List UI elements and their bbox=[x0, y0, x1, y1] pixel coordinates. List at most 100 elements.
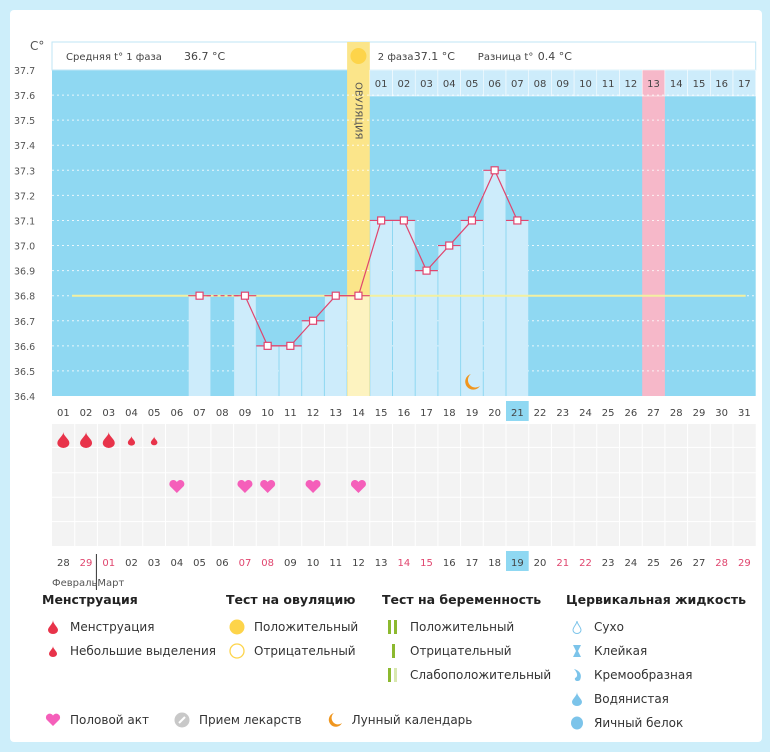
phase2-day-label: 02 bbox=[397, 79, 410, 90]
faint-bar-icon bbox=[382, 667, 404, 683]
y-tick-label: 37.6 bbox=[14, 91, 35, 102]
y-tick-label: 36.6 bbox=[14, 342, 35, 353]
phase2-label: 2 фаза bbox=[378, 52, 414, 63]
expected-period-column bbox=[642, 70, 665, 396]
cycle-day-label: 23 bbox=[556, 408, 569, 419]
temperature-segment bbox=[494, 170, 518, 221]
egg-white-icon bbox=[566, 716, 588, 730]
cycle-day-label: 07 bbox=[193, 408, 206, 419]
legend-label: Менструация bbox=[70, 620, 155, 634]
calendar-date-label: 05 bbox=[193, 558, 206, 569]
temperature-point bbox=[286, 341, 295, 350]
cycle-day-label: 10 bbox=[261, 408, 274, 419]
y-tick-label: 37.0 bbox=[14, 242, 35, 253]
cycle-day-label: 27 bbox=[647, 408, 660, 419]
stats-header bbox=[51, 41, 757, 71]
legend-label: Положительный bbox=[410, 620, 515, 634]
phase2-day-label: 10 bbox=[579, 79, 592, 90]
calendar-date-label: 27 bbox=[693, 558, 706, 569]
cycle-day-label: 25 bbox=[602, 408, 615, 419]
heart-icon bbox=[260, 479, 276, 493]
phase2-day-label: 16 bbox=[715, 79, 728, 90]
phase2-day-label: 09 bbox=[556, 79, 569, 90]
calendar-date-label: 18 bbox=[488, 558, 501, 569]
chart-card: C° Средняя t° 1 фаза 36.7 °C 2 фаза 37.1 °C Р… bbox=[10, 10, 762, 742]
calendar-date-label: 24 bbox=[624, 558, 637, 569]
calendar-date-label: 11 bbox=[329, 558, 342, 569]
heart-icon bbox=[350, 479, 366, 493]
cycle-day-label: 08 bbox=[216, 408, 229, 419]
ovulation-label: ОВУЛЯЦИЯ bbox=[352, 82, 363, 140]
legend-label: Слабоположительный bbox=[410, 668, 552, 682]
temperature-segment bbox=[426, 245, 450, 272]
calendar-date-label: 19 bbox=[511, 558, 524, 569]
temperature-bar bbox=[461, 220, 483, 396]
temperature-bar bbox=[370, 220, 392, 396]
y-tick-label: 36.8 bbox=[14, 292, 35, 303]
small-drop-icon bbox=[42, 645, 64, 657]
calendar-date-label: 13 bbox=[375, 558, 388, 569]
calendar-date-label: 15 bbox=[420, 558, 433, 569]
phase2-day-label: 05 bbox=[466, 79, 479, 90]
legend-title: Цервикальная жидкость bbox=[566, 592, 747, 607]
month-label: Февраль bbox=[52, 578, 98, 589]
y-tick-label: 36.4 bbox=[14, 392, 35, 403]
cycle-day-label: 04 bbox=[125, 408, 138, 419]
heart-icon bbox=[169, 479, 185, 493]
legend-label: Водянистая bbox=[594, 692, 669, 706]
phase2-day-label: 06 bbox=[488, 79, 501, 90]
calendar-date-label: 21 bbox=[556, 558, 569, 569]
legend-label: Отрицательный bbox=[254, 644, 356, 658]
cycle-day-label: 02 bbox=[80, 408, 93, 419]
calendar-date-label: 04 bbox=[170, 558, 183, 569]
cycle-day-label: 01 bbox=[57, 408, 70, 419]
y-tick-label: 37.3 bbox=[14, 166, 35, 177]
legend-label: Сухо bbox=[594, 620, 624, 634]
cycle-day-label: 21 bbox=[511, 408, 524, 419]
legend-label: Прием лекарств bbox=[199, 713, 302, 727]
calendar-date-label: 06 bbox=[216, 558, 229, 569]
y-tick-label: 37.5 bbox=[14, 116, 35, 127]
calendar-date-label: 01 bbox=[102, 558, 115, 569]
calendar-date-label: 02 bbox=[125, 558, 138, 569]
sticky-icon bbox=[566, 644, 588, 658]
bbt-chart: C° Средняя t° 1 фаза 36.7 °C 2 фаза 37.1 °C Р… bbox=[14, 39, 757, 590]
y-tick-label: 37.7 bbox=[14, 66, 35, 77]
phase2-day-label: 08 bbox=[534, 79, 547, 90]
y-tick-label: 36.7 bbox=[14, 317, 35, 328]
calendar-date-label: 28 bbox=[715, 558, 728, 569]
today-calendar-highlight bbox=[506, 551, 529, 571]
legend-title: Менструация bbox=[42, 592, 138, 607]
calendar-date-label: 28 bbox=[57, 558, 70, 569]
menstruation-drop-icon bbox=[127, 436, 136, 446]
temperature-point bbox=[513, 216, 522, 225]
cycle-day-label: 26 bbox=[624, 408, 637, 419]
temperature-segment bbox=[312, 295, 337, 322]
phase2-day-label: 13 bbox=[647, 79, 660, 90]
filled-circle-icon bbox=[226, 619, 248, 635]
diff-value: 0.4 °C bbox=[538, 50, 572, 63]
cycle-day-label: 20 bbox=[488, 408, 501, 419]
cycle-day-label: 15 bbox=[375, 408, 388, 419]
temperature-segment bbox=[289, 320, 314, 347]
moon-icon bbox=[465, 374, 480, 390]
temperature-bar bbox=[234, 295, 256, 396]
dry-icon bbox=[566, 620, 588, 634]
calendar-date-label: 25 bbox=[647, 558, 660, 569]
heart-icon bbox=[237, 479, 253, 493]
ovulation-positive-icon bbox=[350, 48, 367, 64]
calendar-date-label: 26 bbox=[670, 558, 683, 569]
calendar-date-label: 12 bbox=[352, 558, 365, 569]
legend-pregnancy-test: Тест на беременность Положительный Отриц… bbox=[382, 592, 551, 687]
legend-label: Небольшие выделения bbox=[70, 644, 217, 658]
cycle-day-label: 11 bbox=[284, 408, 297, 419]
y-tick-label: 36.5 bbox=[14, 367, 35, 378]
temperature-point bbox=[263, 341, 272, 350]
temperature-segment bbox=[471, 170, 496, 221]
legend-label: Кремообразная bbox=[594, 668, 693, 682]
calendar-date-label: 03 bbox=[148, 558, 161, 569]
cycle-day-label: 06 bbox=[170, 408, 183, 419]
cycle-day-label: 09 bbox=[239, 408, 252, 419]
temperature-bar bbox=[188, 295, 211, 396]
temperature-point bbox=[422, 266, 431, 275]
